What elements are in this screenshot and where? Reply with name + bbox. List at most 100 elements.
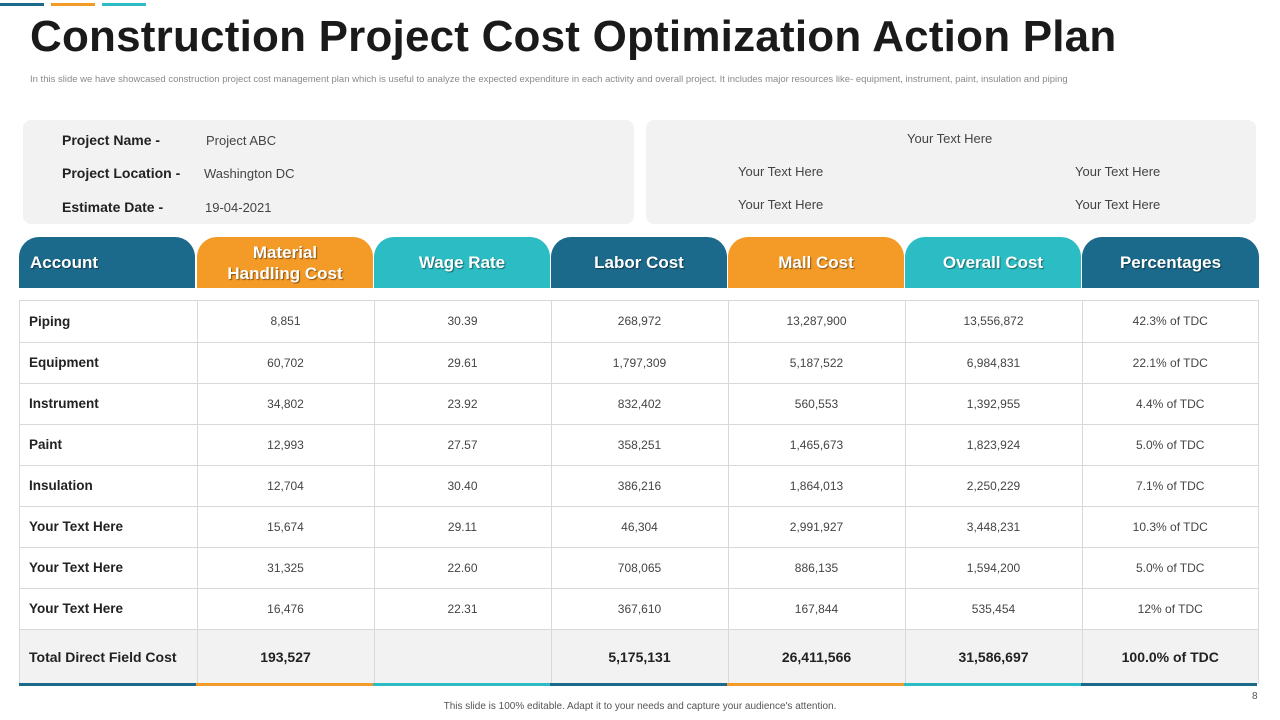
placeholder-text-box: Your Text Here Your Text Here Your Text … (646, 120, 1256, 224)
header-percentages: Percentages (1082, 237, 1259, 288)
cell-overall-cost: 1,594,200 (905, 547, 1083, 589)
cell-mall-cost: 560,553 (728, 383, 906, 425)
cell-labor-cost: 367,610 (551, 588, 729, 630)
placeholder-text-mid-left: Your Text Here (738, 164, 824, 179)
cell-material-handling-cost: 31,325 (197, 547, 375, 589)
cell-wage-rate: 29.61 (374, 342, 552, 384)
project-location-value: Washington DC (204, 166, 295, 181)
cell-wage-rate: 30.40 (374, 465, 552, 507)
cell-percentage: 10.3% of TDC (1082, 506, 1258, 548)
cell-account: Piping (20, 301, 198, 343)
cell-labor-cost: 832,402 (551, 383, 729, 425)
project-name-label: Project Name - (62, 132, 161, 148)
cell-percentage: 5.0% of TDC (1082, 424, 1258, 466)
table-row: Your Text Here 15,674 29.11 46,304 2,991,927… (20, 506, 1258, 548)
cell-percentage: 22.1% of TDC (1082, 342, 1258, 384)
cell-mall-cost: 1,465,673 (728, 424, 906, 466)
total-percentage: 100.0% of TDC (1082, 629, 1258, 684)
cell-material-handling-cost: 12,704 (197, 465, 375, 507)
cell-labor-cost: 46,304 (551, 506, 729, 548)
cell-material-handling-cost: 34,802 (197, 383, 375, 425)
cell-percentage: 12% of TDC (1082, 588, 1258, 630)
header-mall-cost: Mall Cost (728, 237, 904, 288)
bottom-bar-segment (373, 683, 550, 686)
cell-mall-cost: 2,991,927 (728, 506, 906, 548)
cell-account: Instrument (20, 383, 198, 425)
cell-account: Paint (20, 424, 198, 466)
cell-material-handling-cost: 60,702 (197, 342, 375, 384)
cell-wage-rate: 22.60 (374, 547, 552, 589)
cell-mall-cost: 1,864,013 (728, 465, 906, 507)
table-row: Instrument 34,802 23.92 832,402 560,553 1,392… (20, 383, 1258, 425)
bottom-bar-segment (550, 683, 727, 686)
total-labor-cost: 5,175,131 (551, 629, 729, 684)
accent-bar-blue (0, 3, 44, 6)
cell-overall-cost: 6,984,831 (905, 342, 1083, 384)
placeholder-text-mid-right: Your Text Here (1075, 164, 1161, 179)
cell-account: Your Text Here (20, 506, 198, 548)
cell-account: Equipment (20, 342, 198, 384)
cell-mall-cost: 5,187,522 (728, 342, 906, 384)
cell-overall-cost: 1,392,955 (905, 383, 1083, 425)
header-material-handling-cost: Material Handling Cost (197, 237, 373, 288)
cell-percentage: 7.1% of TDC (1082, 465, 1258, 507)
table-row: Your Text Here 16,476 22.31 367,610 167,844 5… (20, 588, 1258, 630)
cell-percentage: 4.4% of TDC (1082, 383, 1258, 425)
cell-account: Insulation (20, 465, 198, 507)
cell-labor-cost: 358,251 (551, 424, 729, 466)
bottom-bar-segment (1081, 683, 1257, 686)
total-mall-cost: 26,411,566 (728, 629, 906, 684)
cell-overall-cost: 2,250,229 (905, 465, 1083, 507)
cell-mall-cost: 167,844 (728, 588, 906, 630)
header-overall-cost: Overall Cost (905, 237, 1081, 288)
project-name-value: Project ABC (206, 133, 277, 148)
table-row: Equipment 60,702 29.61 1,797,309 5,187,522 6,… (20, 342, 1258, 384)
bottom-bar-segment (904, 683, 1081, 686)
total-overall-cost: 31,586,697 (905, 629, 1083, 684)
table-row: Paint 12,993 27.57 358,251 1,465,673 1,823,92… (20, 424, 1258, 466)
header-account: Account (19, 237, 195, 288)
placeholder-text-top: Your Text Here (907, 131, 993, 146)
cell-labor-cost: 1,797,309 (551, 342, 729, 384)
cell-account: Your Text Here (20, 588, 198, 630)
header-wage-rate: Wage Rate (374, 237, 550, 288)
cell-material-handling-cost: 8,851 (197, 301, 375, 343)
placeholder-text-bottom-right: Your Text Here (1075, 197, 1161, 212)
total-row: Total Direct Field Cost 193,527 5,175,131 2… (20, 629, 1258, 684)
cell-percentage: 5.0% of TDC (1082, 547, 1258, 589)
cell-wage-rate: 22.31 (374, 588, 552, 630)
cell-wage-rate: 29.11 (374, 506, 552, 548)
cell-overall-cost: 535,454 (905, 588, 1083, 630)
cell-wage-rate: 23.92 (374, 383, 552, 425)
table-row: Your Text Here 31,325 22.60 708,065 886,135 1… (20, 547, 1258, 589)
cell-wage-rate: 30.39 (374, 301, 552, 343)
cell-labor-cost: 386,216 (551, 465, 729, 507)
cell-mall-cost: 886,135 (728, 547, 906, 589)
cell-wage-rate: 27.57 (374, 424, 552, 466)
cell-material-handling-cost: 12,993 (197, 424, 375, 466)
cell-mall-cost: 13,287,900 (728, 301, 906, 343)
placeholder-text-bottom-left: Your Text Here (738, 197, 824, 212)
total-account: Total Direct Field Cost (20, 629, 198, 684)
header-labor-cost: Labor Cost (551, 237, 727, 288)
total-material-handling-cost: 193,527 (197, 629, 375, 684)
total-wage-rate (374, 629, 552, 684)
cell-material-handling-cost: 15,674 (197, 506, 375, 548)
cost-table: Piping 8,851 30.39 268,972 13,287,900 13,556,… (19, 300, 1259, 684)
accent-bar-teal (102, 3, 146, 6)
cell-account: Your Text Here (20, 547, 198, 589)
page-number: 8 (1252, 691, 1258, 702)
project-info-box: Project Name - Project ABC Project Locat… (23, 120, 634, 224)
cell-overall-cost: 3,448,231 (905, 506, 1083, 548)
cell-labor-cost: 268,972 (551, 301, 729, 343)
bottom-bar-segment (196, 683, 373, 686)
cell-overall-cost: 13,556,872 (905, 301, 1083, 343)
bottom-bar-segment (727, 683, 904, 686)
table-row: Piping 8,851 30.39 268,972 13,287,900 13,556,… (20, 301, 1258, 343)
slide-title: Construction Project Cost Optimization A… (30, 12, 1117, 61)
cell-overall-cost: 1,823,924 (905, 424, 1083, 466)
slide-footer: This slide is 100% editable. Adapt it to… (443, 701, 837, 712)
cell-percentage: 42.3% of TDC (1082, 301, 1258, 343)
project-location-label: Project Location - (62, 165, 181, 181)
table-row: Insulation 12,704 30.40 386,216 1,864,013 2,2… (20, 465, 1258, 507)
